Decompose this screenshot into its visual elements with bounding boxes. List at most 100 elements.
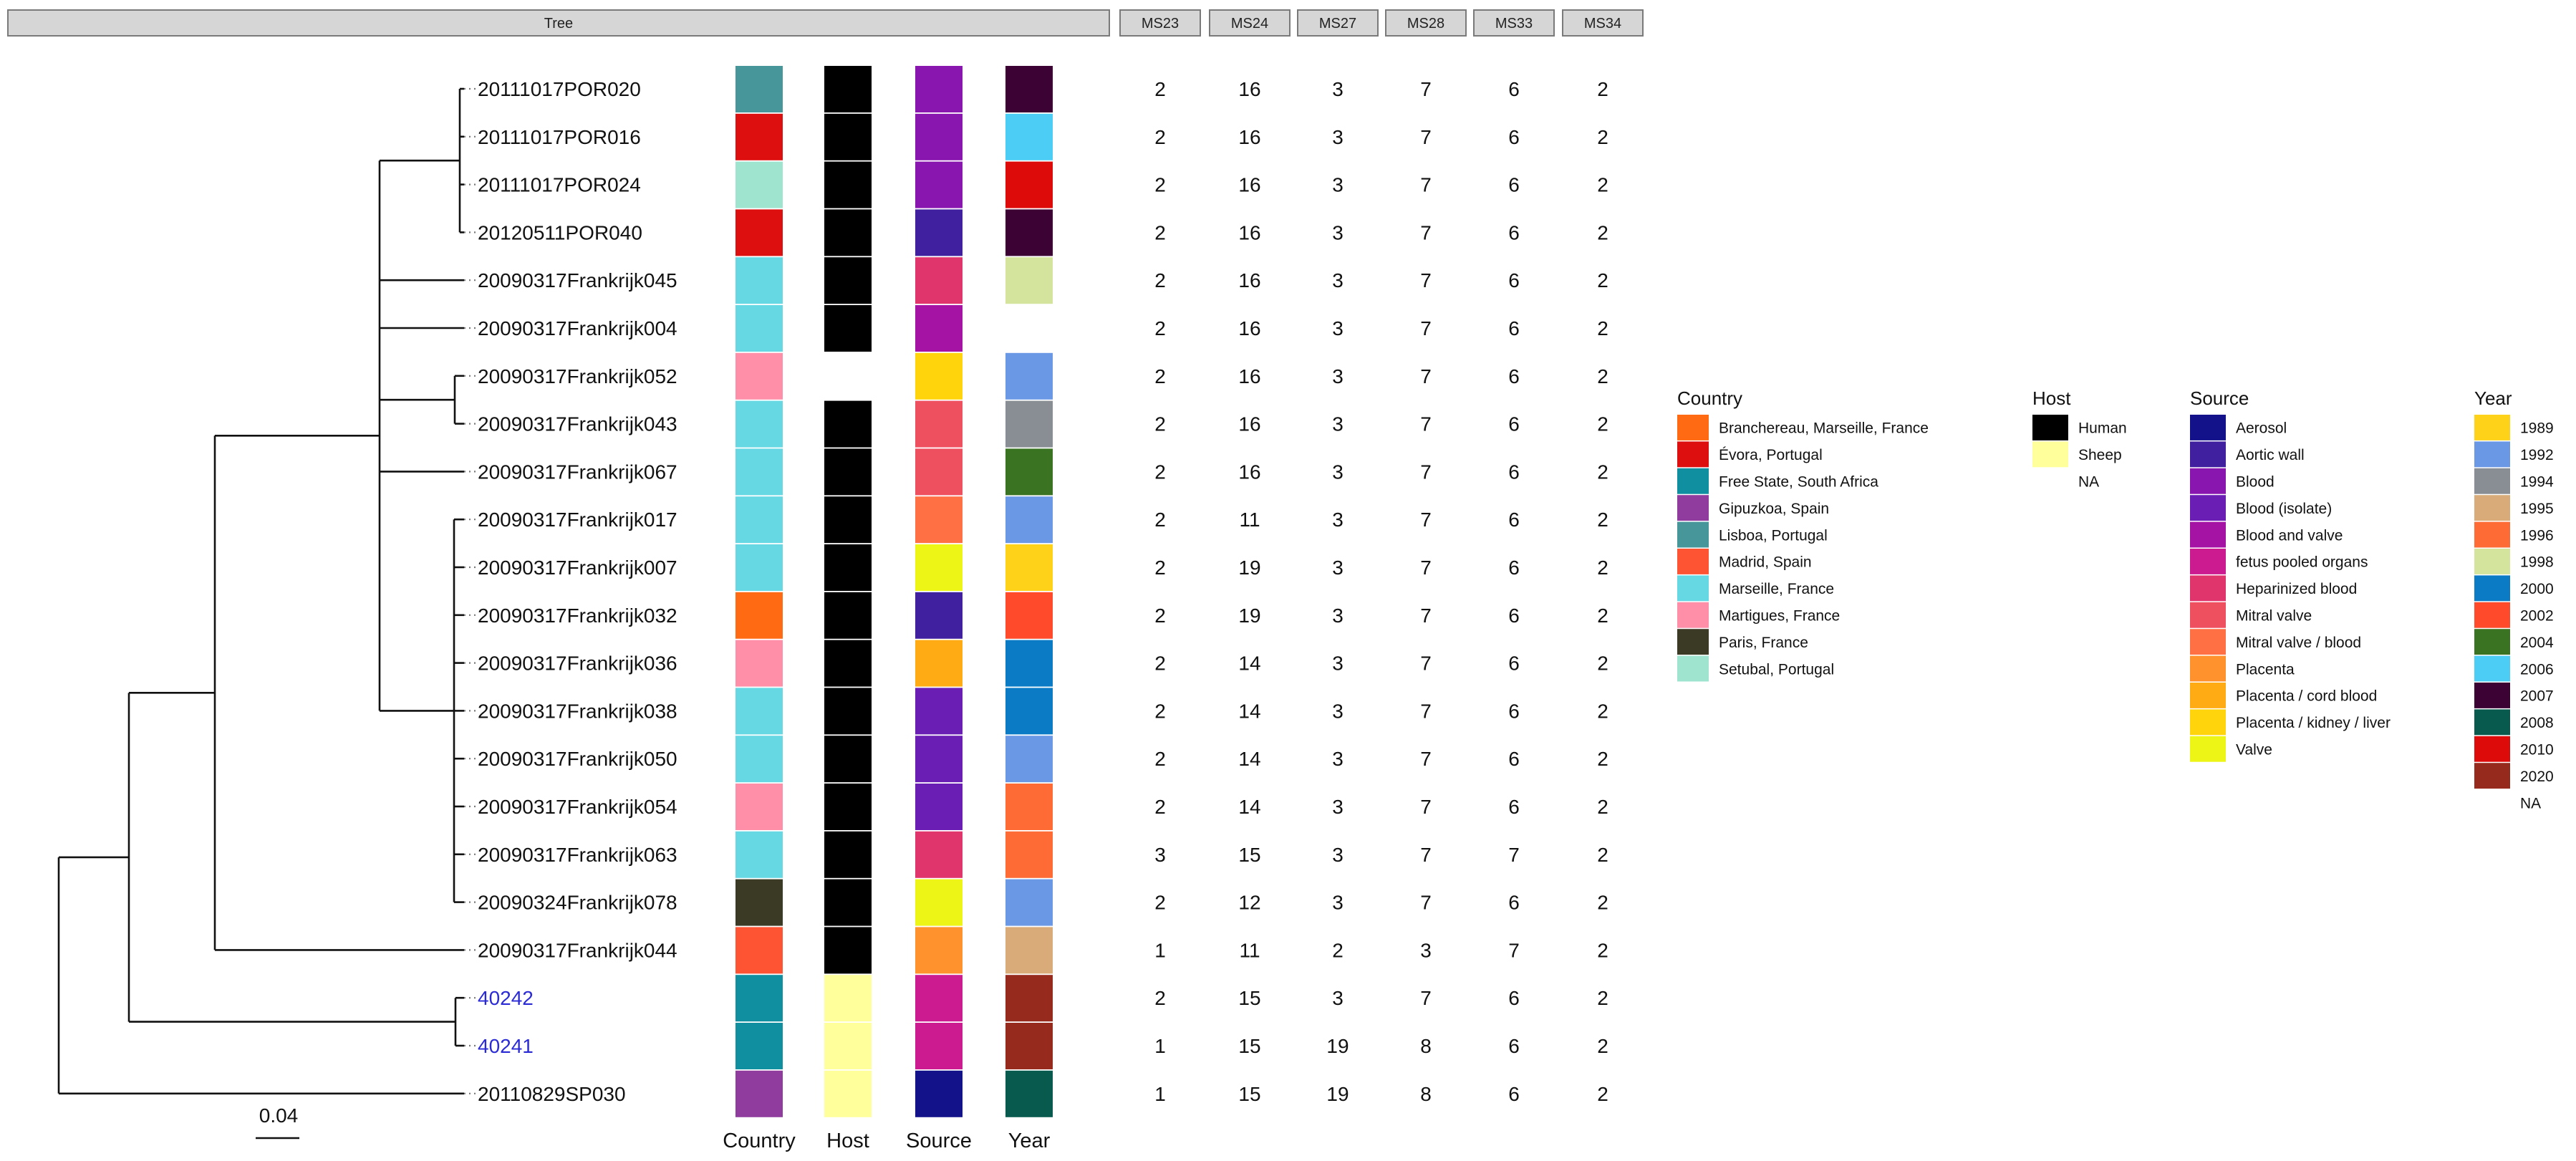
country-cell xyxy=(735,784,783,830)
ms-value-ms24: 15 xyxy=(1238,987,1260,1009)
ms-value-ms27: 3 xyxy=(1332,509,1344,531)
legend-source-label-aerosol: Aerosol xyxy=(2236,420,2287,437)
legend-year-title: Year xyxy=(2474,387,2512,409)
legend-country-label-free-state-south-africa: Free State, South Africa xyxy=(1719,474,1878,491)
ms-value-ms34: 2 xyxy=(1597,509,1608,531)
year-cell xyxy=(1005,736,1053,783)
year-cell xyxy=(1005,496,1053,544)
country-cell xyxy=(735,831,783,878)
ms-value-ms28: 7 xyxy=(1420,413,1432,435)
legend-host-swatch xyxy=(2032,415,2068,440)
ms-value-ms24: 16 xyxy=(1238,78,1260,100)
host-cell xyxy=(824,400,872,448)
ms-value-ms23: 2 xyxy=(1154,269,1166,292)
source-cell xyxy=(915,496,963,544)
ms-value-ms23: 2 xyxy=(1154,413,1166,435)
legend-year-swatch xyxy=(2474,655,2510,682)
tip-label-20090317frankrijk054: 20090317Frankrijk054 xyxy=(478,796,677,818)
ms-value-ms33: 7 xyxy=(1508,844,1520,866)
legend-country-swatch xyxy=(1677,495,1709,521)
ms-value-ms24: 11 xyxy=(1239,509,1260,531)
ms-value-ms24: 15 xyxy=(1238,1083,1260,1105)
legend-source-swatch xyxy=(2190,736,2226,762)
legend-source-swatch xyxy=(2190,549,2226,574)
ms-value-ms33: 6 xyxy=(1508,892,1520,914)
tip-label-20090317frankrijk043: 20090317Frankrijk043 xyxy=(478,413,677,435)
country-cell xyxy=(735,66,783,112)
legend-source-label-valve: Valve xyxy=(2236,742,2272,758)
legend-source-label-blood: Blood xyxy=(2236,474,2274,491)
ms-value-ms24: 12 xyxy=(1238,892,1260,914)
legend-source-swatch xyxy=(2190,468,2226,494)
ms-value-ms34: 2 xyxy=(1597,221,1608,244)
tip-label-40241: 40241 xyxy=(478,1035,534,1057)
header-ms33-box xyxy=(1473,9,1555,37)
header-ms28-label: MS28 xyxy=(1407,16,1444,32)
legend-country-label-paris-france: Paris, France xyxy=(1719,635,1808,651)
tip-label-20120511por040: 20120511POR040 xyxy=(478,221,642,244)
year-cell xyxy=(1005,400,1053,448)
ms-value-ms27: 3 xyxy=(1332,269,1344,292)
ms-value-ms23: 2 xyxy=(1154,126,1166,148)
year-cell xyxy=(1005,544,1053,591)
ms-value-ms34: 2 xyxy=(1597,78,1608,100)
legend-source-title: Source xyxy=(2190,387,2249,409)
ms-value-ms28: 7 xyxy=(1420,748,1432,770)
ms-value-ms33: 6 xyxy=(1508,269,1520,292)
ms-value-ms33: 6 xyxy=(1508,604,1520,627)
ms-value-ms23: 1 xyxy=(1154,1035,1166,1057)
scale-bar: 0.04 xyxy=(256,1104,299,1140)
tip-label-20090317frankrijk017: 20090317Frankrijk017 xyxy=(478,509,677,531)
host-cell xyxy=(824,496,872,544)
legend-year-swatch xyxy=(2474,629,2510,655)
header-ms34-box xyxy=(1562,9,1644,37)
ms-value-ms28: 7 xyxy=(1420,652,1432,675)
legend-country-label-setubal-portugal: Setubal, Portugal xyxy=(1719,661,1834,678)
year-cell xyxy=(1005,448,1053,496)
legend-year-swatch xyxy=(2474,763,2510,789)
ms-value-ms24: 14 xyxy=(1238,748,1260,770)
host-cell xyxy=(824,113,872,160)
legend-country-label-madrid-spain: Madrid, Spain xyxy=(1719,554,1812,571)
legend-country-swatch xyxy=(1677,415,1709,440)
country-cell xyxy=(735,257,783,304)
legend-year-swatch xyxy=(2474,495,2510,521)
ms-value-ms34: 2 xyxy=(1597,748,1608,770)
ms-value-ms28: 7 xyxy=(1420,174,1432,196)
legend-country-label-lisboa-portugal: Lisboa, Portugal xyxy=(1719,527,1828,544)
year-cell xyxy=(1005,257,1053,304)
column-label-host: Host xyxy=(826,1129,869,1152)
host-cell xyxy=(824,209,872,256)
country-cell xyxy=(735,927,783,974)
ms-value-ms23: 2 xyxy=(1154,174,1166,196)
ms-value-ms23: 2 xyxy=(1154,604,1166,627)
ms-value-ms24: 16 xyxy=(1238,174,1260,196)
ms-value-ms24: 14 xyxy=(1238,700,1260,722)
ms-value-ms28: 7 xyxy=(1420,604,1432,627)
legend-country-label-martigues-france: Martigues, France xyxy=(1719,608,1840,625)
header-ms23-label: MS23 xyxy=(1142,16,1179,32)
tip-label-20090317frankrijk067: 20090317Frankrijk067 xyxy=(478,461,677,483)
metadata-column-labels: Country Host Source Year xyxy=(723,1129,1050,1152)
host-cell xyxy=(824,831,872,878)
ms-value-ms24: 15 xyxy=(1238,1035,1260,1057)
legend-source-label-blood-and-valve: Blood and valve xyxy=(2236,527,2343,544)
legend-source-swatch xyxy=(2190,655,2226,682)
ms-value-ms23: 2 xyxy=(1154,509,1166,531)
ms-value-ms34: 2 xyxy=(1597,1083,1608,1105)
country-cell xyxy=(735,448,783,496)
legend-source-swatch xyxy=(2190,521,2226,548)
legend-host-label-sheep: Sheep xyxy=(2078,447,2122,463)
ms-value-ms23: 2 xyxy=(1154,461,1166,483)
ms-value-ms27: 3 xyxy=(1332,461,1344,483)
legend-year-label-1995: 1995 xyxy=(2520,501,2554,517)
ms-value-ms23: 2 xyxy=(1154,987,1166,1009)
ms-value-ms24: 16 xyxy=(1238,317,1260,339)
ms-value-ms28: 3 xyxy=(1420,939,1432,961)
ms-value-ms27: 2 xyxy=(1332,939,1344,961)
country-cell xyxy=(735,592,783,639)
ms-value-ms28: 7 xyxy=(1420,78,1432,100)
ms-value-ms28: 7 xyxy=(1420,461,1432,483)
source-cell xyxy=(915,736,963,783)
legend-host-label-human: Human xyxy=(2078,420,2127,437)
